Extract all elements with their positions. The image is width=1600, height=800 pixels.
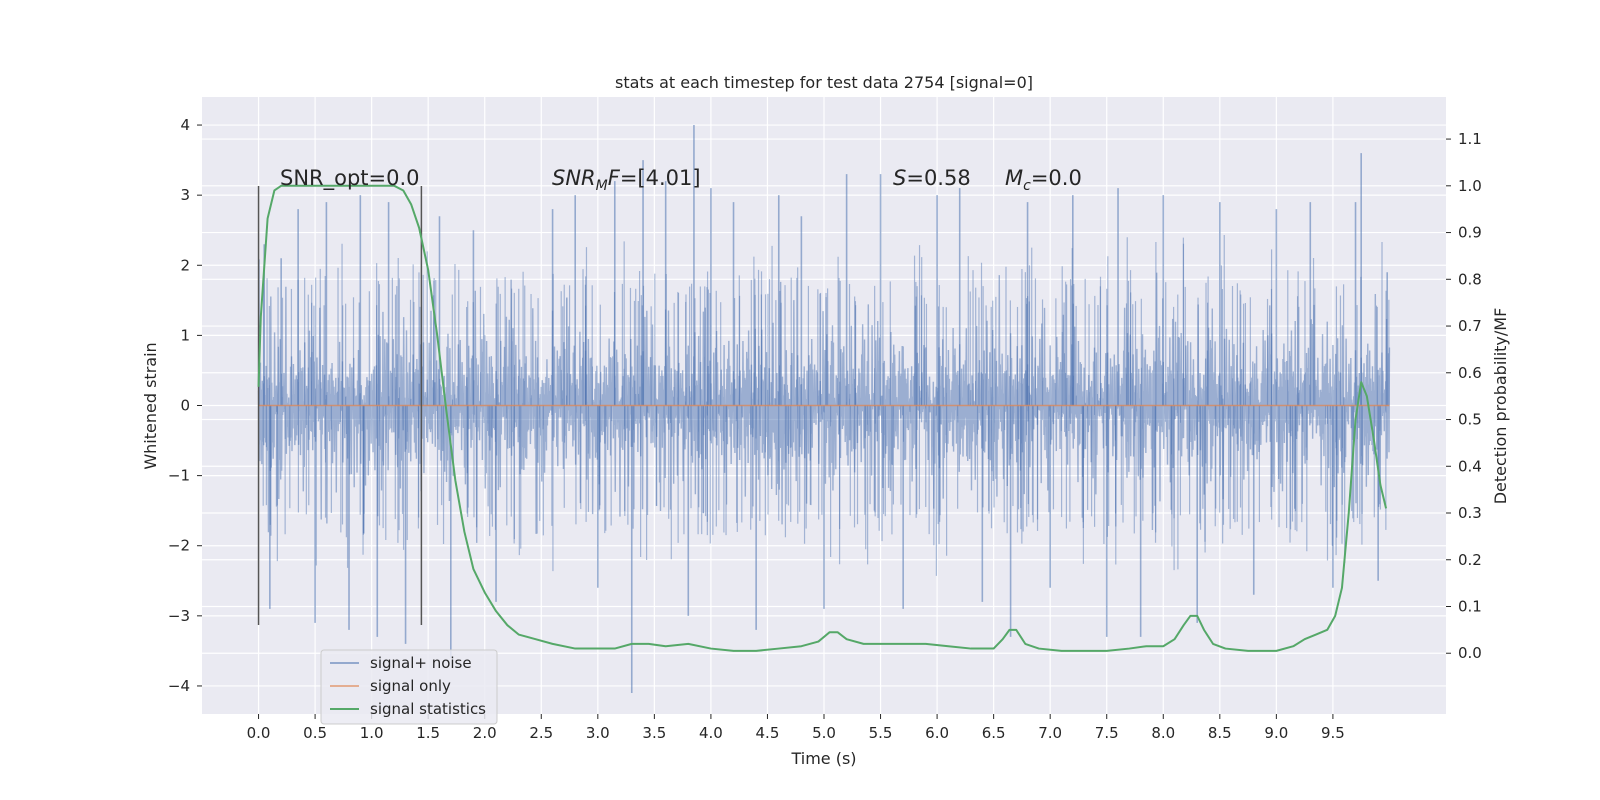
y-tick-label: −1 — [168, 467, 190, 485]
x-tick-label: 4.0 — [699, 724, 723, 742]
snr-mf-suffix: F — [608, 166, 621, 190]
x-tick-label: 2.0 — [473, 724, 497, 742]
legend: signal+ noise signal only signal statist… — [320, 649, 498, 725]
y2-tick-label: 1.0 — [1458, 177, 1482, 195]
series-signal-statistics — [257, 184, 1388, 652]
x-tick-label: 3.0 — [586, 724, 610, 742]
y-tick-label: 1 — [180, 326, 190, 344]
y-tick-label: −4 — [168, 677, 190, 695]
x-tick-label: 9.5 — [1321, 724, 1345, 742]
x-tick-label: 7.0 — [1038, 724, 1062, 742]
legend-box — [320, 649, 498, 725]
annotation-snr-opt: SNR_opt=0.0 — [280, 166, 420, 191]
y2-axis-label: Detection probability/MF — [1491, 308, 1510, 505]
annotation-s: S=0.58 — [893, 166, 971, 190]
y-tick-label: 0 — [180, 397, 190, 415]
y2-tick-label: 0.2 — [1458, 551, 1482, 569]
mc-symbol: M — [1005, 166, 1023, 190]
x-tick-label: 9.0 — [1264, 724, 1288, 742]
x-tick-label: 8.5 — [1208, 724, 1232, 742]
y2-axis-ticks: 1.1 1.0 0.9 0.8 0.7 0.6 0.5 0.4 0.3 0.2 0.1 0.0 — [1446, 130, 1482, 662]
mc-value: =0.0 — [1031, 166, 1082, 190]
x-tick-label: 5.0 — [812, 724, 836, 742]
y-tick-label: 3 — [180, 186, 190, 204]
y2-tick-label: 0.8 — [1458, 270, 1482, 288]
x-tick-label: 4.5 — [756, 724, 780, 742]
vertical-markers — [257, 186, 423, 625]
s-value: =0.58 — [906, 166, 970, 190]
x-tick-label: 0.5 — [303, 724, 327, 742]
y-tick-label: −2 — [168, 537, 190, 555]
y-tick-label: 2 — [180, 256, 190, 274]
x-axis-label: Time (s) — [790, 749, 856, 768]
legend-label-signal-noise: signal+ noise — [370, 654, 472, 672]
y2-tick-label: 0.4 — [1458, 457, 1482, 475]
y2-tick-label: 0.1 — [1458, 597, 1482, 615]
y2-tick-label: 0.3 — [1458, 504, 1482, 522]
snr-mf-subscript: M — [596, 178, 608, 194]
snr-mf-symbol: SNR — [552, 166, 596, 190]
y2-tick-label: 0.7 — [1458, 317, 1482, 335]
y2-tick-label: 0.6 — [1458, 364, 1482, 382]
legend-label-signal-statistics: signal statistics — [370, 700, 486, 718]
x-tick-label: 1.0 — [360, 724, 384, 742]
noise-trace — [257, 272, 1391, 546]
x-tick-label: 8.0 — [1151, 724, 1175, 742]
series-signal-noise — [257, 125, 1391, 693]
y2-tick-label: 1.1 — [1458, 130, 1482, 148]
x-tick-label: 3.5 — [642, 724, 666, 742]
x-tick-label: 0.0 — [247, 724, 271, 742]
x-tick-label: 1.5 — [416, 724, 440, 742]
x-tick-label: 7.5 — [1095, 724, 1119, 742]
signal-statistics-line — [257, 184, 1388, 652]
y2-tick-label: 0.5 — [1458, 411, 1482, 429]
y-axis-label: Whitened strain — [141, 342, 160, 469]
x-axis-ticks: 0.0 0.5 1.0 1.5 2.0 2.5 3.0 3.5 4.0 4.5 5.0 5.5 6.0 6… — [247, 714, 1345, 742]
x-tick-label: 6.0 — [925, 724, 949, 742]
chart-title: stats at each timestep for test data 275… — [615, 73, 1033, 92]
y2-tick-label: 0.0 — [1458, 644, 1482, 662]
x-tick-label: 6.5 — [982, 724, 1006, 742]
x-tick-label: 2.5 — [529, 724, 553, 742]
mc-subscript: c — [1023, 178, 1031, 194]
x-tick-label: 5.5 — [869, 724, 893, 742]
legend-label-signal-only: signal only — [370, 677, 451, 695]
s-symbol: S — [893, 166, 906, 190]
y-tick-label: −3 — [168, 607, 190, 625]
annotation-mc: Mc=0.0 — [1005, 166, 1082, 194]
y-tick-label: 4 — [180, 116, 190, 134]
y2-tick-label: 0.9 — [1458, 224, 1482, 242]
annotation-snr-mf: SNRMF=[4.01] — [552, 166, 701, 194]
y-axis-ticks: 4 3 2 1 0 −1 −2 −3 −4 — [168, 116, 202, 695]
snr-mf-value: =[4.01] — [620, 166, 701, 190]
